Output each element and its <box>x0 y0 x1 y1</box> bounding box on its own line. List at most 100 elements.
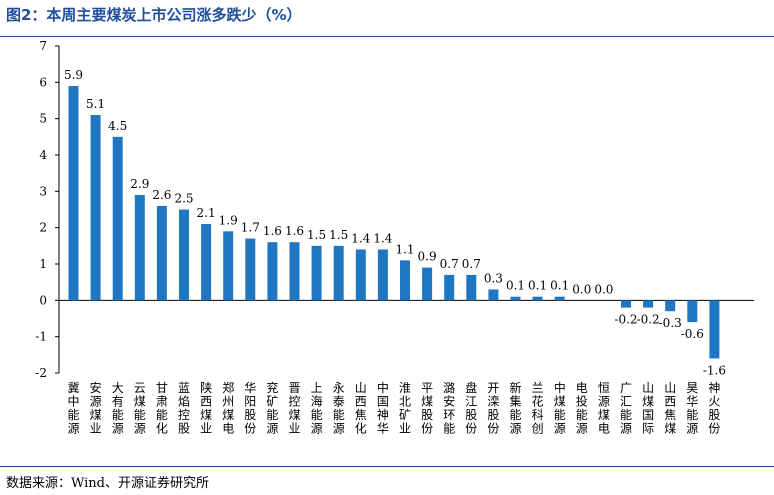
data-label: -0.2 <box>614 313 637 327</box>
y-tick-label: 7 <box>39 39 47 53</box>
bar <box>112 136 123 301</box>
category-label: 蓝焰控股 <box>178 381 190 436</box>
data-label: 0.0 <box>572 282 591 296</box>
data-label: 1.4 <box>373 231 392 245</box>
y-axis: -2 -1 0 1 2 3 4 5 6 7 <box>35 39 60 380</box>
bar <box>90 115 101 301</box>
data-label: -1.6 <box>703 363 726 377</box>
category-label: 平煤股份 <box>421 381 433 436</box>
bar <box>267 242 278 301</box>
y-tick-label: 3 <box>39 184 47 198</box>
bar <box>289 242 300 301</box>
data-label: 1.9 <box>219 213 238 227</box>
category-label: 兖矿能源 <box>266 380 278 436</box>
data-label: -0.6 <box>681 327 704 341</box>
bar <box>333 245 344 301</box>
data-label: 0.3 <box>484 271 503 285</box>
data-label: 1.7 <box>241 221 260 235</box>
data-label: 0.1 <box>550 279 569 293</box>
data-label: 5.9 <box>64 68 83 82</box>
bar <box>532 296 543 301</box>
category-label: 永泰能源 <box>333 381 345 436</box>
category-label: 中煤能源 <box>554 380 566 436</box>
bar <box>179 209 189 301</box>
category-label: 新集能源 <box>509 380 521 436</box>
y-tick-label: 0 <box>39 293 47 307</box>
category-label: 大有能源 <box>112 381 124 436</box>
bar <box>245 238 256 301</box>
data-label: 1.1 <box>395 242 414 256</box>
data-labels: 5.95.14.52.92.6 2.52.11.91.7 1.6 1.6 1.5 1.5 1… <box>64 68 726 378</box>
bar <box>400 260 410 301</box>
category-label: 甘肃能化 <box>156 381 168 436</box>
category-label: 神火股份 <box>708 381 720 436</box>
category-label: 山西焦化 <box>355 381 367 436</box>
bar <box>444 274 455 301</box>
bar <box>355 249 366 301</box>
bar <box>466 274 477 301</box>
category-label: 电投能源 <box>576 381 588 436</box>
bar <box>68 85 79 301</box>
category-labels: 冀中能源安源煤业大有能源云煤能源甘肃能化蓝焰控股陕西煤业郑州煤电华阳股份兖矿能源… <box>67 380 720 436</box>
source-note: 数据来源：Wind、开源证券研究所 <box>6 476 209 491</box>
bar <box>665 300 676 312</box>
data-label: 5.1 <box>86 97 105 111</box>
data-label: 0.7 <box>462 257 481 271</box>
bottom-rule <box>0 466 774 467</box>
data-label: 0.9 <box>418 250 437 264</box>
category-label: 陕西煤业 <box>200 380 212 436</box>
category-label: 华阳股份 <box>244 381 256 436</box>
data-label: 1.4 <box>351 231 370 245</box>
data-label: 0.1 <box>528 279 547 293</box>
category-label: 广汇能源 <box>620 381 632 436</box>
y-tick-label: 4 <box>39 148 47 162</box>
data-label: 4.5 <box>108 119 127 133</box>
category-label: 开滦股份 <box>487 381 499 436</box>
category-label: 上海能源 <box>311 381 323 436</box>
category-label: 云煤能源 <box>134 381 146 436</box>
bar <box>422 267 433 301</box>
bar <box>621 300 631 308</box>
category-label: 冀中能源 <box>67 381 79 436</box>
data-label: 2.5 <box>174 192 193 206</box>
bar <box>201 224 212 301</box>
category-label: 恒源煤电 <box>598 381 610 436</box>
data-label: 2.6 <box>152 188 171 202</box>
category-label: 山煤国际 <box>642 381 654 436</box>
bar <box>554 296 565 301</box>
y-tick-label: -1 <box>35 330 47 344</box>
bar <box>311 245 322 301</box>
data-label: 0.0 <box>594 282 613 296</box>
category-label: 盘江股份 <box>465 380 477 436</box>
top-rule <box>0 36 774 37</box>
bar <box>134 194 145 301</box>
data-label: -0.2 <box>637 313 660 327</box>
y-tick-label: 6 <box>39 75 47 89</box>
bar <box>510 296 521 301</box>
category-label: 晋控煤业 <box>288 381 300 436</box>
data-label: 1.6 <box>285 224 304 238</box>
bar <box>709 300 720 359</box>
bar-chart: -2 -1 0 1 2 3 4 5 6 7 5.9 5.14.5 2.92.6 2.5 2.11.91.7… <box>35 39 754 436</box>
data-label: 2.9 <box>130 177 149 191</box>
bar <box>156 205 167 301</box>
data-label: 1.5 <box>307 228 326 242</box>
data-label: 1.5 <box>329 228 348 242</box>
y-tick-label: 2 <box>39 221 47 235</box>
bar <box>687 300 698 323</box>
bar <box>488 289 499 301</box>
category-label: 郑州煤电 <box>222 380 234 436</box>
category-label: 兰花科创 <box>532 381 544 436</box>
bars <box>68 85 720 359</box>
category-label: 淮北矿业 <box>399 381 411 436</box>
y-tick-label: -2 <box>35 366 47 380</box>
data-label: 2.1 <box>197 206 216 220</box>
category-label: 潞安环能 <box>443 380 455 436</box>
data-label: 0.7 <box>440 257 459 271</box>
y-tick-label: 5 <box>39 112 47 126</box>
data-label: 1.6 <box>263 224 282 238</box>
category-label: 昊华能源 <box>686 381 698 436</box>
data-label: 0.1 <box>506 279 525 293</box>
category-label: 中国神华 <box>377 380 389 436</box>
bar <box>377 249 388 301</box>
